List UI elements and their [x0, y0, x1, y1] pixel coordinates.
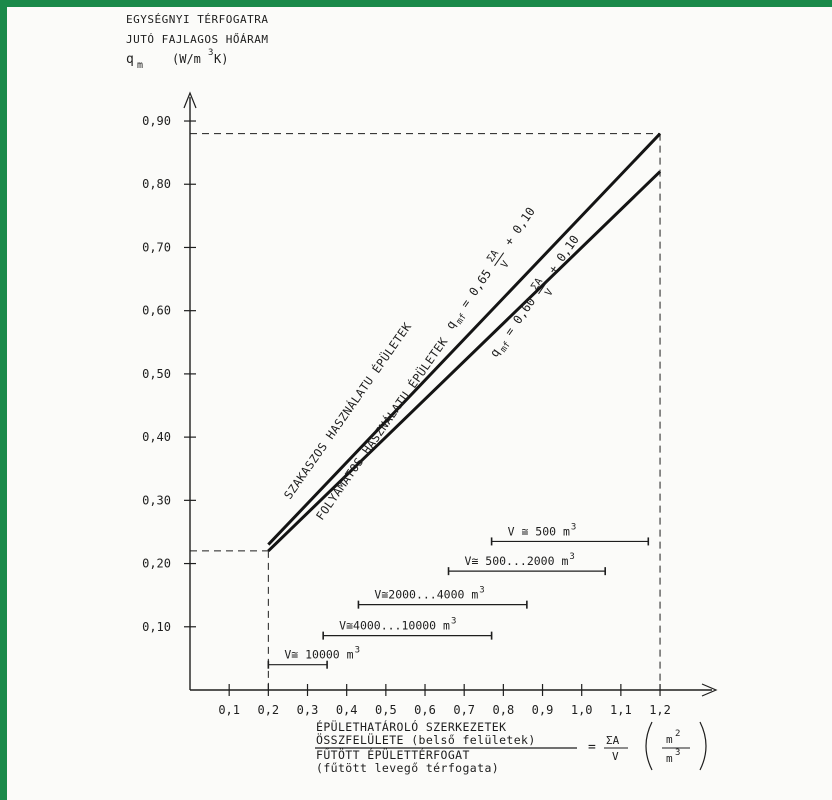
range-label-exp-0: 3 — [571, 522, 576, 532]
y-tick-label-3: 0,40 — [142, 430, 171, 444]
y-title-unit-exp: 3 — [208, 48, 213, 58]
formula-continuous: q mf = 0,60 ΣA V + 0,10 — [487, 233, 582, 360]
range-label-exp-1: 3 — [569, 552, 574, 562]
x-title-line-1: ÉPÜLETHATÁROLÓ SZERKEZETEK — [316, 718, 506, 734]
x-tick-label-6: 0,7 — [453, 703, 475, 717]
formula-1-coef: = 0,65 — [458, 267, 494, 311]
y-tick-label-4: 0,50 — [142, 367, 171, 381]
y-axis-arrow — [183, 91, 197, 109]
unit-paren-left — [645, 721, 653, 771]
y-title-unit: (W/m — [172, 52, 201, 66]
y-tick-label-2: 0,30 — [142, 493, 171, 507]
formula-2-sub: mf — [499, 340, 513, 355]
x-tick-label-7: 0,8 — [493, 703, 515, 717]
unit-den-exp: 3 — [675, 748, 680, 758]
y-tick-label-1: 0,20 — [142, 557, 171, 571]
y-tick-label-8: 0,90 — [142, 114, 171, 128]
range-label-4: V≅ 10000 m — [284, 648, 353, 662]
formula-1-num: ΣA — [485, 248, 501, 264]
x-title-line-3: FŰTÖTT ÉPÜLETTÉRFOGAT — [316, 746, 470, 762]
x-tick-label-10: 1,1 — [610, 703, 632, 717]
x-axis-arrow — [701, 683, 718, 697]
range-label-3: V≅4000...10000 m — [339, 619, 450, 633]
formula-2-coef: = 0,60 — [502, 295, 538, 339]
series-line-1 — [267, 170, 662, 552]
y-tick-label-5: 0,60 — [142, 304, 171, 318]
x-tick-label-1: 0,2 — [257, 703, 279, 717]
range-label-0: V ≅ 500 m — [508, 524, 570, 538]
unit-num: m — [666, 733, 673, 746]
formula-1-tail: + 0,10 — [501, 205, 537, 249]
y-title-line-1: EGYSÉGNYI TÉRFOGATRA — [126, 13, 268, 26]
formula-2-den: V — [543, 287, 555, 298]
y-tick-label-0: 0,10 — [142, 620, 171, 634]
x-ratio-num: ΣA — [606, 734, 620, 747]
series-line-0 — [267, 132, 662, 546]
x-title-line-4: (fűtött levegő térfogata) — [316, 761, 499, 775]
x-tick-label-3: 0,4 — [336, 703, 358, 717]
x-tick-label-2: 0,3 — [297, 703, 319, 717]
x-tick-label-9: 1,0 — [571, 703, 593, 717]
range-label-exp-2: 3 — [479, 586, 484, 596]
formula-1-sub: mf — [455, 312, 469, 327]
y-title-unit-end: K) — [214, 52, 228, 66]
y-title-line-2: JUTÓ FAJLAGOS HŐÁRAM — [126, 32, 268, 46]
x-ratio-equals: = — [588, 740, 596, 755]
y-tick-label-6: 0,70 — [142, 240, 171, 254]
unit-den: m — [666, 752, 673, 765]
formula-1-den: V — [499, 259, 511, 270]
x-tick-label-0: 0,1 — [218, 703, 240, 717]
formula-2-bar — [538, 280, 549, 295]
formula-1-bar — [494, 252, 505, 267]
x-tick-label-4: 0,5 — [375, 703, 397, 717]
x-tick-label-5: 0,6 — [414, 703, 436, 717]
range-label-1: V≅ 500...2000 m — [465, 554, 569, 568]
formula-2-num: ΣA — [529, 276, 545, 292]
range-label-2: V≅2000...4000 m — [374, 588, 478, 602]
x-ratio-den: V — [612, 750, 619, 763]
range-label-exp-3: 3 — [451, 617, 456, 627]
y-title-symbol-sub: m — [137, 60, 143, 71]
x-tick-label-11: 1,2 — [649, 703, 671, 717]
unit-paren-right — [699, 721, 707, 771]
unit-num-exp: 2 — [675, 729, 680, 739]
x-title-line-2: ÖSSZFELÜLETE (belső felületek) — [316, 731, 536, 747]
range-label-exp-4: 3 — [355, 646, 360, 656]
y-tick-label-7: 0,80 — [142, 177, 171, 191]
y-title-symbol: q — [126, 52, 134, 67]
x-tick-label-8: 0,9 — [532, 703, 554, 717]
